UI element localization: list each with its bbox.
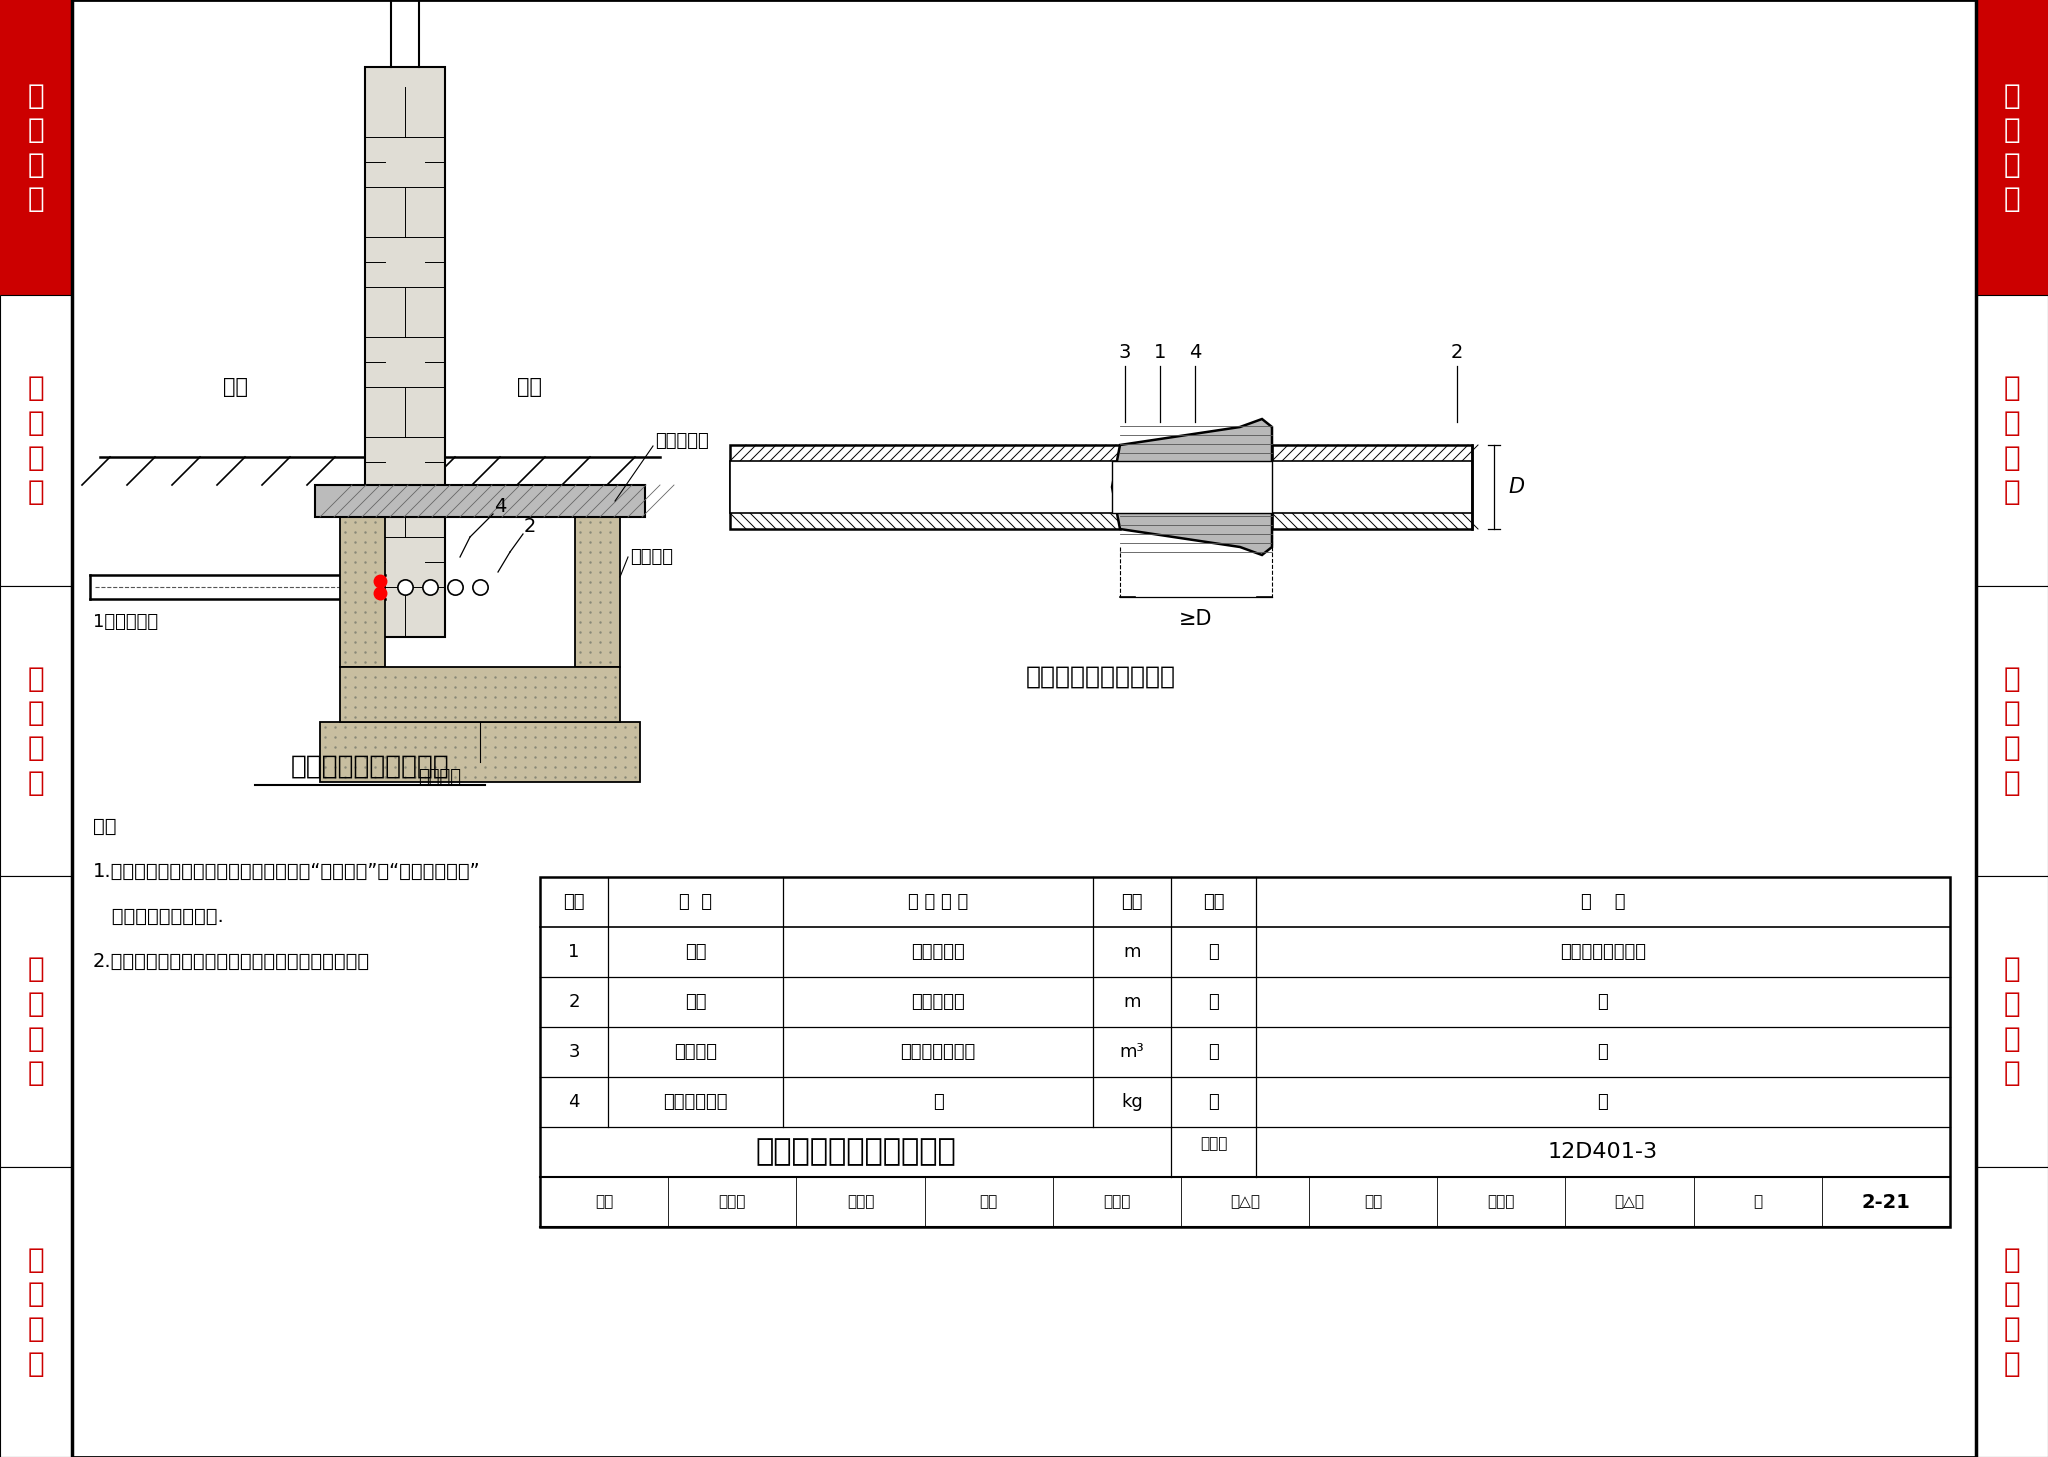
Text: 1: 1 <box>567 943 580 962</box>
Text: 2.进出电缆沟电缆数量较多时，可采用混凝土排管。: 2.进出电缆沟电缆数量较多时，可采用混凝土排管。 <box>92 951 371 970</box>
Text: 柔性有机堵料: 柔性有机堵料 <box>664 1093 727 1112</box>
Text: 隔
离
密
封: 隔 离 密 封 <box>2003 82 2019 213</box>
Bar <box>729 460 1120 513</box>
Bar <box>0 1167 72 1457</box>
Polygon shape <box>1112 420 1272 555</box>
Text: 2-21: 2-21 <box>1862 1192 1911 1212</box>
Bar <box>315 485 645 517</box>
Text: D: D <box>1507 476 1524 497</box>
Text: 张文成: 张文成 <box>1104 1195 1130 1209</box>
Text: 审核: 审核 <box>596 1195 612 1209</box>
Text: 电缆穿管引入室内电缆沟: 电缆穿管引入室内电缆沟 <box>756 1138 956 1167</box>
Text: 数量: 数量 <box>1202 893 1225 911</box>
Bar <box>1976 876 2048 1167</box>
Text: 信△庆: 信△庆 <box>1614 1195 1645 1209</box>
Text: －: － <box>1597 994 1608 1011</box>
Text: －: － <box>1208 1093 1219 1112</box>
Bar <box>729 444 1120 529</box>
Bar <box>1272 444 1473 529</box>
Text: 单位: 单位 <box>1120 893 1143 911</box>
Text: 隔
离
密
封: 隔 离 密 封 <box>29 82 45 213</box>
Text: －: － <box>1208 994 1219 1011</box>
Text: 备    注: 备 注 <box>1581 893 1626 911</box>
Text: －: － <box>1597 1043 1608 1061</box>
Text: 矿棉或玻璃纤维: 矿棉或玻璃纤维 <box>901 1043 975 1061</box>
Text: 3: 3 <box>567 1043 580 1061</box>
Bar <box>541 877 1950 1227</box>
Text: 3: 3 <box>1118 342 1130 361</box>
Text: 鈢管: 鈢管 <box>684 943 707 962</box>
Text: －: － <box>1597 1093 1608 1112</box>
Bar <box>0 0 72 294</box>
Bar <box>1976 0 2048 294</box>
Bar <box>1976 1167 2048 1457</box>
Text: 技
术
资
料: 技 术 资 料 <box>29 1246 45 1378</box>
Text: 名  称: 名 称 <box>680 893 713 911</box>
Text: kg: kg <box>1120 1093 1143 1112</box>
Text: 型 号 规 格: 型 号 规 格 <box>907 893 969 911</box>
Text: 弱
电
设
备: 弱 电 设 备 <box>29 956 45 1087</box>
Text: 可用速固密封剂代替.: 可用速固密封剂代替. <box>92 908 223 927</box>
Text: 4: 4 <box>567 1093 580 1112</box>
Text: 技
术
资
料: 技 术 资 料 <box>2003 1246 2019 1378</box>
Text: 2: 2 <box>1450 342 1462 361</box>
Text: －: － <box>1208 943 1219 962</box>
Bar <box>0 876 72 1167</box>
Text: ≥D: ≥D <box>1180 609 1212 629</box>
Text: 刘汉云: 刘汉云 <box>719 1195 745 1209</box>
Text: －: － <box>932 1093 944 1112</box>
Bar <box>319 723 639 782</box>
Text: 1（见注２）: 1（见注２） <box>92 613 158 631</box>
Text: 电缆沟浇筑时预置: 电缆沟浇筑时预置 <box>1561 943 1647 962</box>
Text: 弱
电
设
备: 弱 电 设 备 <box>2003 956 2019 1087</box>
Text: 4: 4 <box>1188 342 1202 361</box>
Text: 设计: 设计 <box>1364 1195 1382 1209</box>
Text: 2: 2 <box>524 517 537 536</box>
Text: 2: 2 <box>567 994 580 1011</box>
Text: 电缆沟底: 电缆沟底 <box>418 768 461 785</box>
Bar <box>0 294 72 586</box>
Bar <box>1112 460 1272 513</box>
Text: 室内电缆沟出入口密封: 室内电缆沟出入口密封 <box>291 755 449 779</box>
Text: 注：: 注： <box>92 817 117 836</box>
Text: 4: 4 <box>494 497 506 516</box>
Text: 室内: 室内 <box>518 377 543 396</box>
Text: 1.密封要求较高或操作较麻烦时，材料中“不燃纤维”及“柔性有机堵料”: 1.密封要求较高或操作较麻烦时，材料中“不燃纤维”及“柔性有机堵料” <box>92 863 481 881</box>
Text: 不燃纤维: 不燃纤维 <box>674 1043 717 1061</box>
Text: m³: m³ <box>1120 1043 1145 1061</box>
Bar <box>1272 460 1473 513</box>
Bar <box>340 667 621 723</box>
Text: 电缆保护鈢管端头密封: 电缆保护鈢管端头密封 <box>1026 664 1176 689</box>
Text: 编号: 编号 <box>563 893 586 911</box>
Text: 照
明
灯
具: 照 明 灯 具 <box>29 664 45 797</box>
Text: 动
力
设
备: 动 力 设 备 <box>2003 374 2019 506</box>
Text: 电缆沟盖板: 电缆沟盖板 <box>655 431 709 450</box>
Text: 页: 页 <box>1753 1195 1761 1209</box>
Text: 1: 1 <box>1153 342 1165 361</box>
Bar <box>365 67 444 637</box>
Text: 照
明
灯
具: 照 明 灯 具 <box>2003 664 2019 797</box>
Text: 信大庆: 信大庆 <box>1487 1195 1516 1209</box>
Text: 图集号: 图集号 <box>1200 1136 1227 1151</box>
Text: 校对: 校对 <box>979 1195 997 1209</box>
Text: m: m <box>1122 994 1141 1011</box>
Bar <box>575 517 621 667</box>
Bar <box>1976 586 2048 876</box>
Text: m: m <box>1122 943 1141 962</box>
Text: 刘汉云: 刘汉云 <box>846 1195 874 1209</box>
Bar <box>1976 294 2048 586</box>
Text: 电缆沟壁: 电缆沟壁 <box>631 548 674 565</box>
Text: －: － <box>1208 1043 1219 1061</box>
Bar <box>340 517 385 667</box>
Text: 电缆: 电缆 <box>684 994 707 1011</box>
Text: 动
力
设
备: 动 力 设 备 <box>29 374 45 506</box>
Text: 见工程设计: 见工程设计 <box>911 943 965 962</box>
Bar <box>0 586 72 876</box>
Text: 室外: 室外 <box>223 377 248 396</box>
Text: 12D401-3: 12D401-3 <box>1548 1142 1659 1163</box>
Text: 见工程设计: 见工程设计 <box>911 994 965 1011</box>
Text: 张△凸: 张△凸 <box>1231 1195 1260 1209</box>
